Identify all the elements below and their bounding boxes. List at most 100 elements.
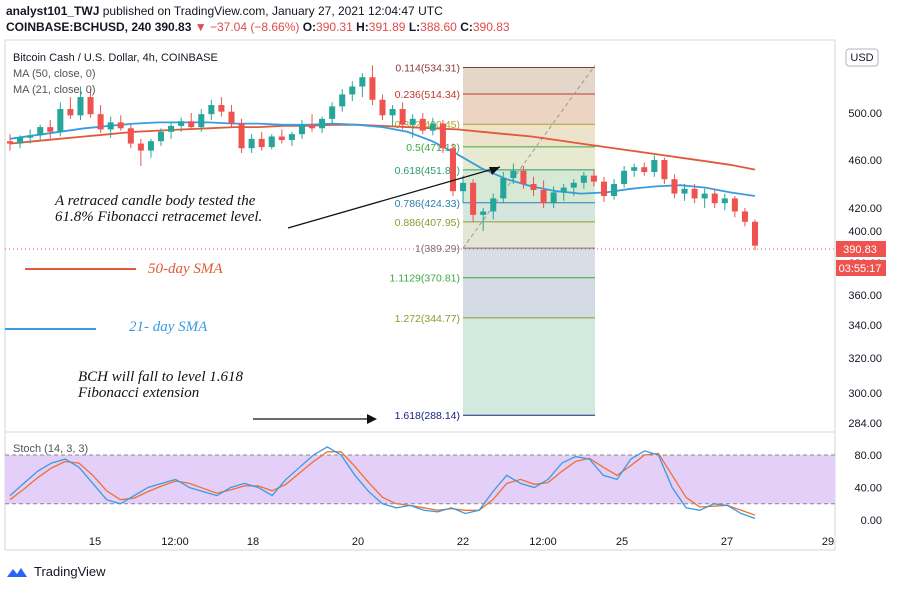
stoch-legend: Stoch (14, 3, 3) bbox=[13, 443, 88, 455]
candle-body bbox=[198, 114, 205, 128]
publish-line: analyst101_TWJ published on TradingView.… bbox=[6, 4, 443, 18]
candle-body bbox=[309, 124, 316, 129]
candle-body bbox=[27, 135, 34, 138]
candle-body bbox=[77, 97, 84, 116]
candle-body bbox=[671, 179, 678, 194]
candle-body bbox=[107, 122, 114, 130]
publish-info: published on TradingView.com, January 27… bbox=[102, 4, 443, 18]
candle-body bbox=[711, 193, 718, 204]
fib-level-label: 1.272(344.77) bbox=[395, 313, 460, 325]
candle-body bbox=[248, 138, 255, 149]
candle-body bbox=[681, 188, 688, 194]
candle-body bbox=[168, 125, 175, 132]
candle-body bbox=[97, 114, 104, 130]
high-label: H: bbox=[356, 20, 369, 34]
candle-body bbox=[369, 77, 376, 100]
fib-zone bbox=[463, 248, 595, 278]
fib-trend-line bbox=[462, 65, 596, 249]
candle-body bbox=[419, 118, 426, 131]
candle-body bbox=[439, 123, 446, 149]
high-value: 391.89 bbox=[368, 20, 406, 34]
price-tick-label: 284.00 bbox=[848, 418, 882, 430]
fib-level-label: 0.618(451.82) bbox=[395, 165, 460, 177]
candle-body bbox=[379, 99, 386, 116]
candle-body bbox=[359, 77, 366, 87]
candlestick-series[interactable] bbox=[6, 65, 759, 251]
currency-button[interactable] bbox=[845, 48, 879, 67]
candle-body bbox=[329, 106, 336, 119]
price-tick-label: 300.00 bbox=[848, 388, 882, 400]
ma50-legend: MA (50, close, 0) bbox=[13, 68, 96, 80]
candle-body bbox=[751, 221, 759, 246]
retrace-annotation-2: 61.8% Fibonacci retracemet level. bbox=[55, 209, 262, 225]
candle-body bbox=[389, 109, 396, 116]
candle-body bbox=[691, 188, 698, 199]
candle-body bbox=[188, 121, 195, 128]
stoch-k-line bbox=[9, 446, 756, 520]
candle-body bbox=[127, 128, 134, 144]
fib-level-label: 1.1129(370.81) bbox=[390, 273, 460, 285]
fib-level-label: 0.236(514.34) bbox=[395, 89, 460, 101]
candle-body bbox=[631, 167, 638, 171]
time-tick-label: 25 bbox=[616, 536, 628, 548]
fibonacci-tool[interactable]: 0.114(534.31)0.236(514.34)0.382(490.45)0… bbox=[390, 63, 596, 423]
tradingview-brand[interactable]: TradingView bbox=[6, 564, 106, 579]
price-tick-label: 360.00 bbox=[848, 290, 882, 302]
candle-body bbox=[339, 94, 346, 107]
close-label: C: bbox=[460, 20, 473, 34]
low-label: L: bbox=[408, 20, 421, 34]
open-label: O: bbox=[302, 20, 317, 34]
candle-body bbox=[298, 124, 305, 135]
close-value: 390.83 bbox=[472, 20, 510, 34]
time-tick-label: 22 bbox=[457, 536, 469, 548]
ma21-legend: MA (21, close, 0) bbox=[13, 84, 96, 96]
candle-body bbox=[580, 175, 587, 183]
retrace-arrowhead bbox=[489, 167, 500, 175]
retrace-annotation-1: A retraced candle body tested the bbox=[54, 193, 256, 209]
candle-body bbox=[621, 170, 628, 184]
instrument-legend: Bitcoin Cash / U.S. Dollar, 4h, COINBASE bbox=[13, 52, 218, 64]
candle-body bbox=[319, 118, 326, 129]
stoch-d-line bbox=[9, 451, 756, 516]
price-axis[interactable]: 284.00300.00320.00340.00360.00380.00400.… bbox=[848, 108, 882, 527]
candle-body bbox=[641, 167, 648, 172]
quote-line: COINBASE:BCHUSD, 240 390.83 ▼ −37.04 (−8… bbox=[6, 20, 510, 34]
candle-body bbox=[6, 141, 14, 144]
candle-body bbox=[37, 127, 44, 136]
fib-level-label: 0.886(407.95) bbox=[395, 217, 460, 229]
price-tick-label: 420.00 bbox=[848, 203, 882, 215]
fib-zone bbox=[463, 67, 595, 94]
candle-body bbox=[731, 198, 738, 212]
retrace-arrow[interactable] bbox=[287, 166, 501, 229]
fall-arrowhead bbox=[367, 414, 377, 424]
candle-body bbox=[157, 131, 165, 142]
stoch-overbought-band bbox=[5, 455, 835, 504]
time-axis[interactable]: 15 12:00 18 20 22 12:00 25 27 29 bbox=[89, 536, 834, 548]
candle-body bbox=[288, 134, 295, 141]
fib-level-label: 1.618(288.14) bbox=[395, 410, 460, 422]
candle-body bbox=[117, 122, 124, 129]
candle-body bbox=[67, 109, 74, 116]
candle-body bbox=[550, 192, 557, 204]
time-tick-label: 12:00 bbox=[529, 536, 557, 548]
fib-zone bbox=[463, 146, 595, 170]
candle-body bbox=[540, 190, 547, 204]
price-tick-label: 340.00 bbox=[848, 320, 882, 332]
fall-annotation-2: Fibonacci extension bbox=[77, 385, 199, 401]
author-name[interactable]: analyst101_TWJ bbox=[6, 4, 100, 18]
candle-body bbox=[57, 109, 64, 132]
fib-level-label: 0.786(424.33) bbox=[395, 198, 460, 210]
sma50-annotation: 50-day SMA bbox=[148, 261, 223, 277]
candle-body bbox=[560, 187, 567, 193]
candle-body bbox=[278, 136, 285, 141]
candle-body bbox=[137, 143, 144, 151]
symbol-label: COINBASE:BCHUSD, 240 bbox=[6, 20, 152, 34]
stoch-band bbox=[5, 454, 835, 505]
price-tick-label: 320.00 bbox=[848, 353, 882, 365]
fib-level-label: 0.5(471.13) bbox=[406, 142, 460, 154]
candle-body bbox=[721, 198, 728, 204]
candle-body bbox=[500, 178, 507, 199]
price-tick-label: 500.00 bbox=[848, 108, 882, 120]
candle-body bbox=[470, 182, 477, 215]
